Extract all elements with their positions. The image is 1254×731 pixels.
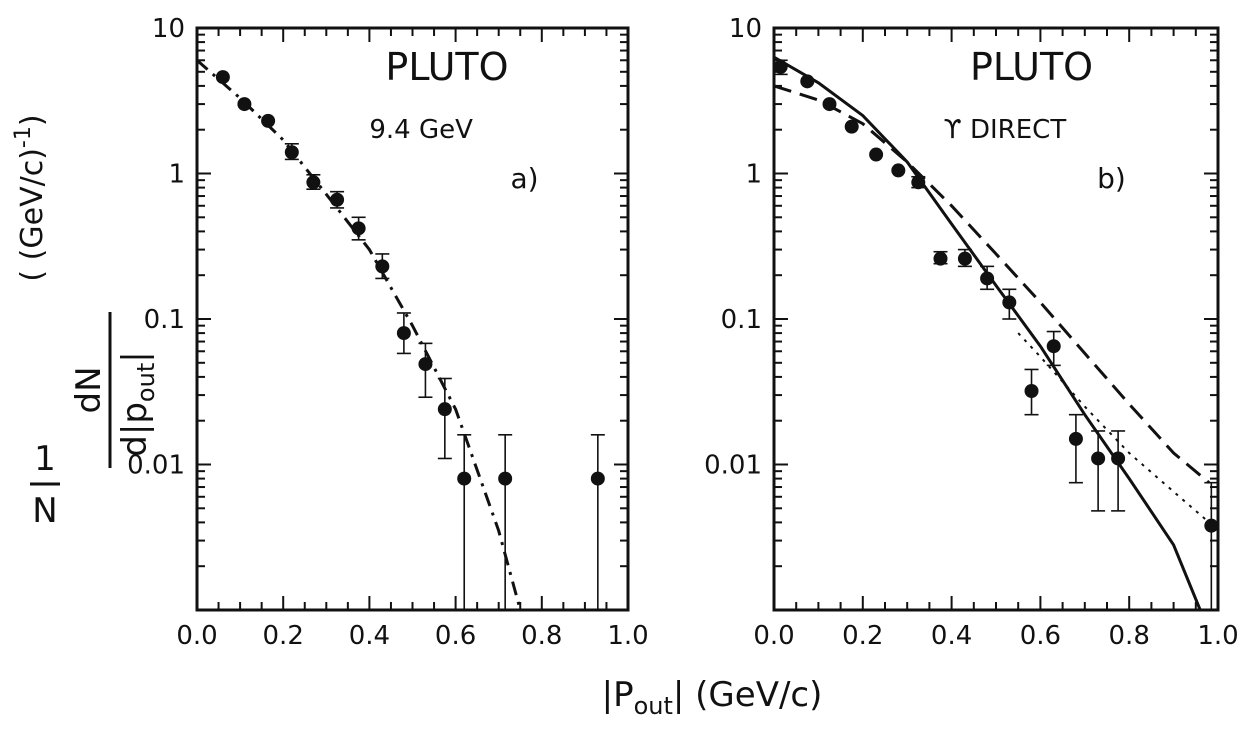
- data-point: [911, 175, 926, 190]
- x-tick-label: 0.0: [753, 621, 794, 651]
- x-tick-label: 1.0: [1197, 621, 1238, 651]
- panel-title-line: ϒ DIRECT: [944, 115, 1067, 145]
- data-point: [457, 471, 472, 486]
- curve-dashed: [774, 84, 1211, 484]
- y-tick-label: 0.01: [127, 451, 185, 481]
- x-tick-label: 0.2: [842, 621, 883, 651]
- data-point: [869, 147, 884, 162]
- ylabel-N: N: [32, 491, 57, 531]
- x-tick-label: 0.8: [1109, 621, 1150, 651]
- panel-a: 0.0 0.2 0.4 0.6 0.8 1.0 0.01 0.1 1 10 PLUTO 9.4 GeV…: [127, 14, 649, 651]
- data-point: [844, 119, 859, 134]
- x-tick-label: 0.6: [435, 621, 476, 651]
- data-point: [1024, 384, 1039, 399]
- x-tick-label: 0.0: [176, 621, 217, 651]
- data-point: [957, 251, 972, 266]
- data-point: [1204, 518, 1219, 533]
- x-tick-label: 0.6: [1020, 621, 1061, 651]
- ylabel-dN: dN: [69, 366, 109, 413]
- data-point: [396, 326, 411, 341]
- data-point: [375, 259, 390, 274]
- panel-title-line: b): [1097, 162, 1126, 195]
- curve-solid: [774, 55, 1202, 610]
- panel-title-line: PLUTO: [385, 45, 508, 89]
- panel-title-line: a): [511, 162, 539, 195]
- data-point: [306, 175, 321, 190]
- data-point: [437, 402, 452, 417]
- data-point: [891, 163, 906, 178]
- y-tick-label: 0.01: [704, 451, 762, 481]
- data-point: [1046, 339, 1061, 354]
- y-tick-label: 10: [729, 14, 762, 44]
- panel-title-line: 9.4 GeV: [369, 115, 473, 145]
- data-point: [215, 70, 230, 85]
- y-axis-label: 1 N dN d|pout| ( (GeV/c)-1): [11, 114, 160, 531]
- data-point: [1091, 451, 1106, 466]
- data-point: [261, 113, 276, 128]
- data-point: [1068, 431, 1083, 446]
- data-point: [590, 471, 605, 486]
- data-point: [980, 271, 995, 286]
- data-point: [933, 251, 948, 266]
- data-point: [351, 221, 366, 236]
- x-tick-label: 1.0: [607, 621, 648, 651]
- x-axis-label: |Pout| (GeV/c): [602, 675, 823, 720]
- panel-title-line: PLUTO: [970, 45, 1093, 89]
- y-tick-label: 10: [152, 14, 185, 44]
- y-tick-label: 0.1: [144, 305, 185, 335]
- x-tick-label: 0.4: [349, 621, 390, 651]
- curve-dotted: [1017, 332, 1210, 524]
- x-tick-label: 0.4: [931, 621, 972, 651]
- panel-b: 0.0 0.2 0.4 0.6 0.8 1.0 0.01 0.1 1 10 PLUTO ϒ DIREC…: [704, 14, 1239, 651]
- x-tick-label: 0.2: [263, 621, 304, 651]
- curve-dash-dot: [197, 59, 522, 610]
- ylabel-one: 1: [34, 439, 56, 479]
- y-tick-label: 1: [745, 160, 762, 190]
- y-tick-label: 0.1: [721, 305, 762, 335]
- x-tick-label: 0.8: [521, 621, 562, 651]
- y-tick-label: 1: [168, 160, 185, 190]
- ylabel-units: ( (GeV/c)-1): [11, 114, 50, 281]
- ylabel-dpout: d|pout|: [115, 351, 160, 456]
- data-point: [498, 471, 513, 486]
